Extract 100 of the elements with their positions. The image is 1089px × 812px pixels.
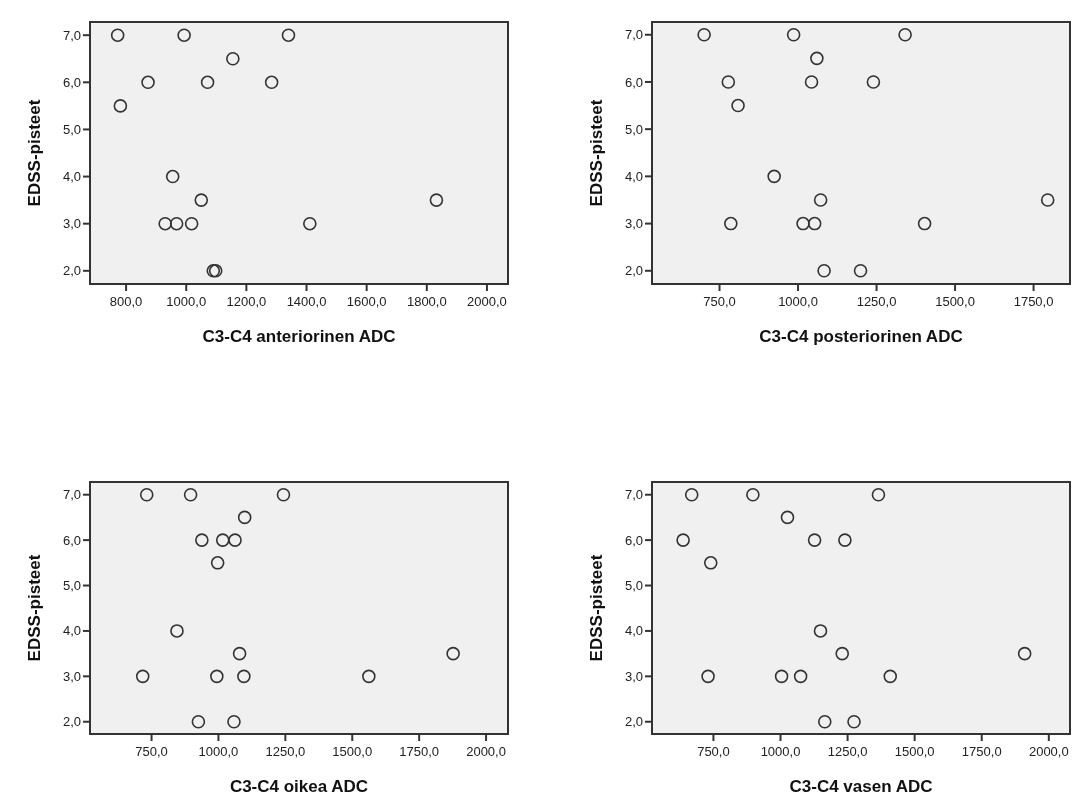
y-tick-label: 4,0 (624, 623, 643, 639)
point (746, 487, 760, 502)
point (191, 714, 206, 729)
x-tick-label: 1750,0 (961, 744, 1002, 759)
x-tick-label: 1750,0 (399, 744, 440, 759)
y-tick-label: 5,0 (624, 578, 643, 594)
x-tick-label: 1000,0 (778, 294, 818, 309)
point (774, 669, 789, 684)
point (917, 216, 932, 231)
point (853, 263, 868, 278)
y-tick-label: 6,0 (62, 74, 81, 90)
point (227, 714, 241, 729)
x-tick-label: 2000,0 (1028, 744, 1069, 759)
point (871, 487, 886, 502)
point (838, 533, 852, 547)
point (183, 487, 198, 502)
y-tick-label: 6,0 (624, 74, 643, 90)
x-tick-label: 1800,0 (406, 294, 447, 309)
point (232, 646, 247, 661)
x-tick-label: 1400,0 (286, 294, 327, 309)
point (684, 487, 699, 502)
point (767, 169, 781, 184)
x-tick-label: 800,0 (109, 294, 143, 309)
x-tick-label: 1500,0 (332, 744, 373, 759)
point (237, 669, 251, 684)
point (780, 510, 795, 525)
point (303, 216, 317, 231)
y-tick-label: 2,0 (624, 714, 643, 730)
x-tick-label: 1200,0 (226, 294, 267, 309)
y-tick-label: 3,0 (62, 216, 81, 232)
point (429, 193, 444, 207)
point (110, 28, 125, 42)
point (210, 556, 225, 570)
x-tick-label: 2000,0 (466, 744, 506, 759)
point (731, 98, 745, 113)
y-axis-title: EDSS-pisteet (587, 554, 606, 662)
point (184, 216, 199, 231)
point (215, 533, 230, 547)
point (817, 714, 832, 729)
y-tick-label: 3,0 (62, 668, 81, 684)
point (1040, 193, 1055, 207)
y-tick-label: 4,0 (62, 169, 81, 185)
point (883, 669, 898, 684)
point (813, 193, 828, 207)
point (810, 51, 824, 66)
x-axis-title: C3-C4 vasen ADC (789, 777, 933, 796)
point (866, 75, 881, 89)
point (195, 533, 209, 547)
point (276, 487, 291, 502)
x-tick-label: 1000,0 (166, 294, 207, 309)
x-tick-label: 1750,0 (1013, 294, 1054, 309)
x-axis-title: C3-C4 anteriorinen ADC (202, 327, 396, 346)
y-tick-label: 5,0 (62, 578, 81, 594)
y-tick-label: 4,0 (62, 623, 81, 639)
point (676, 533, 690, 547)
x-axis-title: C3-C4 oikea ADC (229, 777, 369, 796)
point (793, 669, 808, 684)
point (139, 487, 154, 502)
point (170, 624, 184, 638)
point (177, 28, 191, 42)
y-tick-label: 3,0 (624, 668, 643, 684)
point (169, 216, 184, 231)
point (362, 669, 376, 684)
y-tick-label: 4,0 (624, 168, 643, 184)
y-tick-label: 7,0 (624, 487, 643, 503)
y-tick-label: 5,0 (62, 121, 81, 137)
point (724, 216, 738, 231)
y-tick-label: 6,0 (624, 532, 643, 548)
x-tick-label: 1250,0 (856, 294, 897, 309)
point (813, 624, 828, 638)
point (446, 646, 460, 661)
y-axis-title: EDSS-pisteet (587, 99, 606, 207)
y-tick-label: 7,0 (624, 27, 643, 43)
x-tick-label: 1250,0 (827, 744, 868, 759)
point (786, 27, 801, 42)
x-tick-label: 1600,0 (346, 294, 387, 309)
point (835, 646, 850, 661)
point (226, 51, 240, 66)
point (817, 263, 831, 278)
y-tick-label: 3,0 (624, 216, 643, 232)
point (200, 75, 215, 90)
x-tick-label: 1500,0 (894, 744, 935, 759)
point (264, 75, 279, 90)
y-tick-label: 2,0 (62, 263, 81, 279)
x-tick-label: 750,0 (697, 744, 730, 759)
x-axis-title: C3-C4 posteriorinen ADC (759, 327, 963, 346)
y-tick-label: 2,0 (624, 263, 643, 279)
x-tick-label: 1500,0 (935, 294, 975, 309)
point (113, 99, 128, 113)
x-tick-label: 2000,0 (467, 294, 507, 309)
y-tick-label: 7,0 (62, 27, 81, 43)
x-tick-label: 1000,0 (760, 744, 801, 759)
point (135, 669, 150, 684)
point (804, 75, 819, 89)
x-tick-label: 750,0 (135, 744, 168, 759)
point (141, 75, 155, 90)
x-tick-label: 750,0 (703, 294, 736, 309)
point (807, 533, 822, 547)
y-axis-title: EDSS-pisteet (25, 554, 44, 662)
point (228, 533, 242, 547)
